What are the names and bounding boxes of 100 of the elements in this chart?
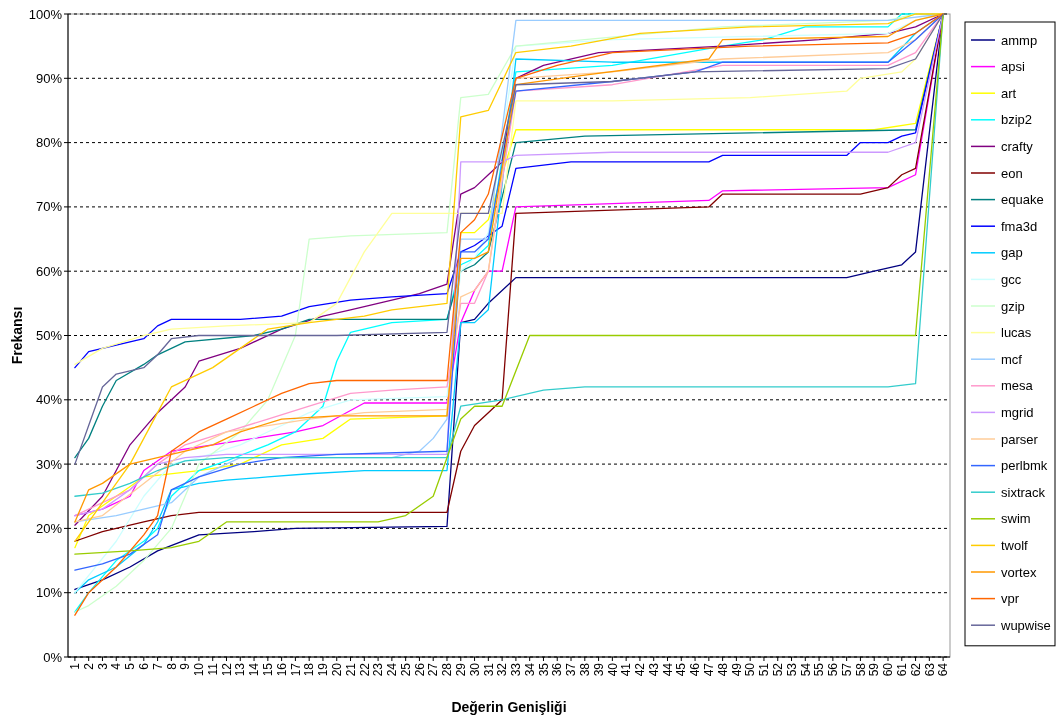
x-tick-label: 34 [522,662,537,677]
x-tick-label: 43 [646,662,661,677]
y-tick-label: 20% [35,520,63,536]
x-tick-label: 25 [398,662,413,677]
x-tick-label: 6 [137,662,151,670]
legend-label: eon [1001,165,1023,181]
x-tick-label: 40 [605,662,620,677]
x-tick-label: 14 [247,662,262,677]
x-tick-label: 55 [812,662,827,677]
x-tick-label: 3 [95,662,110,670]
x-tick-label: 7 [150,662,165,670]
legend-label: art [1001,85,1017,101]
x-tick-label: 54 [798,662,813,677]
y-tick-label: 50% [35,328,63,344]
y-tick-label: 0% [43,649,63,665]
x-tick-label: 31 [481,662,496,677]
x-tick-label: 18 [302,662,317,677]
x-tick-label: 17 [288,662,303,677]
legend-label: twolf [1001,537,1029,553]
x-tick-label: 58 [853,662,868,677]
y-tick-label: 70% [35,199,63,215]
legend-label: vpr [1001,591,1020,607]
legend-label: mcf [1001,351,1023,367]
x-tick-label: 12 [219,662,234,677]
x-tick-label: 48 [715,662,730,677]
y-axis-title: Frekansı [9,306,25,365]
legend-label: apsi [1001,59,1025,75]
legend-label: lucas [1001,325,1032,341]
legend-label: ammp [1001,32,1038,48]
legend-label: gzip [1001,298,1025,314]
x-tick-label: 20 [329,662,344,677]
x-tick-label: 59 [867,662,882,677]
x-tick-label: 51 [757,662,772,677]
x-tick-label: 53 [784,662,799,677]
x-tick-label: 29 [453,662,468,677]
x-tick-label: 52 [770,662,785,677]
x-tick-label: 15 [261,662,276,677]
x-tick-label: 35 [536,662,551,677]
x-tick-label: 57 [839,662,854,677]
y-tick-label: 80% [35,135,63,151]
x-tick-label: 61 [894,662,909,677]
x-tick-label: 16 [274,662,289,677]
legend-label: vortex [1001,564,1037,580]
y-tick-label: 100% [28,6,63,22]
legend-label: gcc [1001,271,1022,287]
x-tick-label: 62 [908,662,923,677]
x-axis-title: Değerin Genişliği [451,699,567,715]
x-tick-label: 47 [702,662,717,677]
x-tick-label: 49 [729,662,744,677]
x-tick-label: 22 [357,662,372,677]
x-tick-label: 33 [509,662,524,677]
x-tick-label: 24 [385,662,400,677]
x-tick-label: 13 [233,662,248,677]
x-tick-label: 19 [316,662,331,677]
x-tick-label: 10 [192,662,207,677]
legend-label: bzip2 [1001,112,1033,128]
x-tick-label: 45 [674,662,689,677]
x-tick-label: 36 [550,662,565,677]
x-tick-label: 1 [68,662,83,670]
x-tick-label: 27 [426,662,441,677]
x-tick-label: 9 [178,662,193,670]
legend-label: fma3d [1001,218,1038,234]
legend-label: mesa [1001,378,1034,394]
y-tick-label: 40% [35,392,63,408]
x-tick-label: 64 [936,662,951,677]
x-tick-label: 38 [578,662,592,677]
x-tick-label: 5 [123,662,138,670]
legend-label: equake [1001,192,1044,208]
x-tick-label: 26 [412,662,427,677]
x-tick-label: 28 [440,662,455,677]
legend-label: sixtrack [1001,484,1046,500]
legend-label: mgrid [1001,404,1034,420]
x-tick-label: 42 [633,662,648,677]
y-tick-label: 10% [35,585,63,601]
x-tick-label: 46 [688,662,703,677]
x-tick-label: 37 [564,662,579,677]
x-tick-label: 23 [371,662,386,677]
x-tick-label: 32 [495,662,510,677]
x-tick-label: 11 [205,662,220,676]
x-tick-label: 63 [922,662,937,677]
x-tick-label: 60 [881,662,896,677]
x-tick-label: 56 [826,662,841,677]
legend-label: wupwise [1000,617,1051,633]
legend-label: crafty [1001,138,1034,154]
x-tick-label: 4 [109,662,124,670]
legend-label: swim [1001,511,1031,527]
legend-label: perlbmk [1001,458,1048,474]
y-tick-label: 30% [35,456,63,472]
x-tick-label: 30 [467,662,482,677]
x-tick-label: 50 [743,662,758,677]
legend-label: gap [1001,245,1023,261]
x-tick-label: 39 [591,662,606,677]
y-tick-label: 90% [35,70,63,86]
x-tick-label: 8 [164,662,179,670]
legend-label: parser [1001,431,1039,447]
y-tick-label: 60% [35,263,63,279]
x-tick-label: 2 [81,662,96,670]
x-tick-label: 44 [660,662,675,677]
x-tick-label: 41 [619,662,634,677]
x-tick-label: 21 [343,662,358,677]
